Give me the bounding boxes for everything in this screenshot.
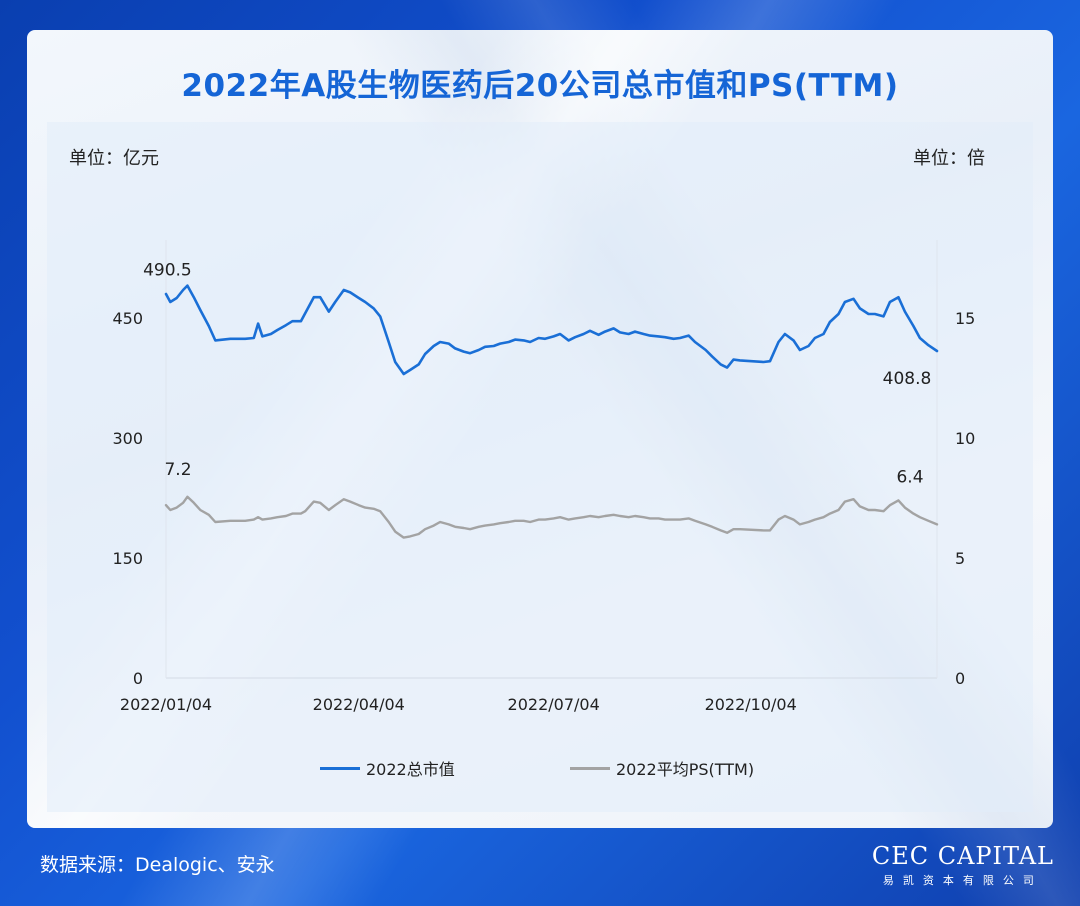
data-label: 408.8 — [883, 369, 932, 389]
logo-chinese-name: 易凯资本有限公司 — [882, 874, 1043, 887]
y-right-tick-label: 15 — [955, 309, 975, 328]
y-right-tick-label: 10 — [955, 429, 975, 448]
company-logo: CEC CAPITAL 易凯资本有限公司 — [872, 842, 1054, 888]
data-label: 6.4 — [896, 467, 923, 487]
legend-label-market-cap: 2022总市值 — [366, 760, 455, 779]
legend-swatch-market-cap — [320, 766, 360, 770]
y-right-tick-label: 0 — [955, 669, 965, 688]
y-right-tick-label: 5 — [955, 549, 965, 568]
y-left-tick-label: 450 — [112, 309, 143, 328]
x-tick-label: 2022/01/04 — [120, 695, 212, 714]
line-chart: 0 150 300 450 0 5 10 15 2022/01/04 2022/04/04 2022… — [112, 240, 975, 714]
x-tick-label: 2022/07/04 — [508, 695, 600, 714]
y-left-tick-label: 0 — [133, 669, 143, 688]
page-title: 2022年A股生物医药后20公司总市值和PS(TTM) — [181, 68, 899, 104]
data-label: 7.2 — [164, 460, 191, 480]
data-source: 数据来源：Dealogic、安永 — [40, 854, 275, 876]
x-tick-label: 2022/10/04 — [705, 695, 797, 714]
legend-label-ps: 2022平均PS(TTM) — [616, 760, 755, 779]
left-axis-unit: 单位：亿元 — [69, 148, 159, 169]
data-label: 490.5 — [143, 261, 192, 281]
market-cap-line — [164, 284, 939, 376]
y-left-tick-label: 300 — [112, 429, 143, 448]
ps-ttm-line — [164, 495, 939, 539]
logo-name: CEC CAPITAL — [871, 842, 1054, 870]
chart-card: 2022年A股生物医药后20公司总市值和PS(TTM) 单位：亿元 单位：倍 0… — [27, 30, 1053, 828]
legend-swatch-ps — [570, 766, 610, 770]
right-axis-unit: 单位：倍 — [913, 148, 985, 169]
legend-item-market-cap: 2022总市值 — [320, 756, 455, 780]
legend-item-ps: 2022平均PS(TTM) — [570, 756, 754, 780]
x-tick-label: 2022/04/04 — [313, 695, 405, 714]
y-left-tick-label: 150 — [112, 549, 143, 568]
plot-panel — [47, 122, 1033, 812]
